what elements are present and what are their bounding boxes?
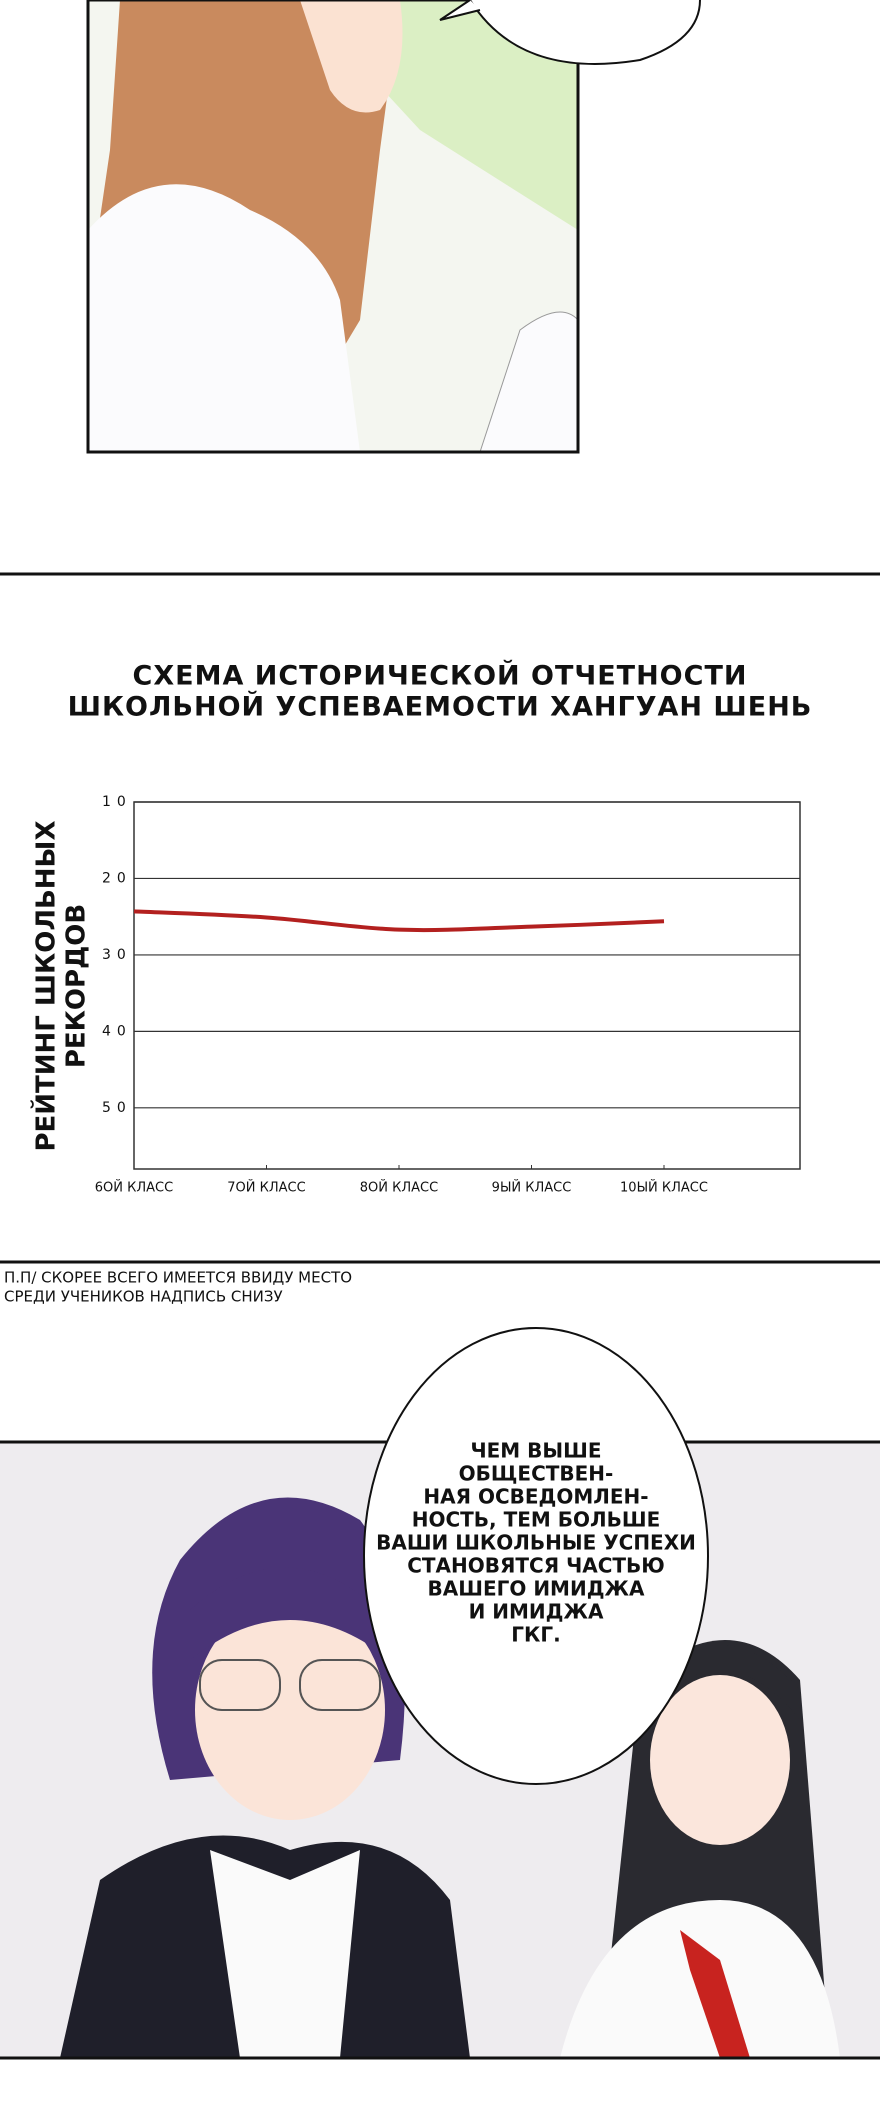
note: П.П/ СКОРЕЕ ВСЕГО ИМЕЕТСЯ ВВИДУ МЕСТО (4, 1269, 352, 1287)
chart-title: СХЕМА ИСТОРИЧЕСКОЙ ОТЧЕТНОСТИ (133, 660, 748, 692)
plot-area (133, 801, 801, 1170)
bubble-line: ЧЕМ ВЫШЕ (470, 1439, 601, 1463)
bubble-line: ГКГ. (511, 1623, 560, 1647)
x-tick-label: 8ОЙ КЛАСС (360, 1180, 438, 1196)
bottom-panel (0, 1442, 880, 2058)
y-axis-label: РЕЙТИНГ ШКОЛЬНЫХ РЕКОРДОВ (30, 820, 92, 1151)
y-label-line: РЕКОРДОВ (62, 904, 92, 1068)
bubble-line: СТАНОВЯТСЯ ЧАСТЬЮ (407, 1554, 665, 1578)
speech-bubble (363, 1327, 709, 1785)
y-tick-label: 50 (102, 1100, 132, 1116)
x-tick-label: 10ЫЙ КЛАСС (620, 1180, 708, 1196)
line (133, 909, 665, 933)
bubble-line: ВАШЕГО ИМИДЖА (428, 1577, 645, 1601)
note: СРЕДИ УЧЕНИКОВ НАДПИСЬ СНИЗУ (4, 1288, 283, 1306)
chart-title: ШКОЛЬНОЙ УСПЕВАЕМОСТИ ХАНГУАН ШЕНЬ (68, 691, 813, 723)
y-label-line: РЕЙТИНГ ШКОЛЬНЫХ (30, 820, 62, 1151)
bubble-line: И ИМИДЖА (469, 1600, 604, 1624)
top-panel (88, 0, 578, 452)
y-tick-label: 40 (102, 1023, 132, 1039)
x-tick-label: 7ОЙ КЛАСС (227, 1180, 305, 1196)
x-tick-label: 6ОЙ КЛАСС (95, 1180, 173, 1196)
bubble-line: НОСТЬ, ТЕМ БОЛЬШЕ (412, 1508, 661, 1532)
x-tick-label: 9ЫЙ КЛАСС (492, 1180, 572, 1196)
y-tick-label: 30 (102, 947, 132, 963)
y-tick-label: 10 (102, 794, 132, 810)
y-tick-label: 20 (102, 870, 132, 886)
bubble-line: ОБЩЕСТВЕН- (459, 1462, 614, 1486)
bubble-line: ВАШИ ШКОЛЬНЫЕ УСПЕХИ (376, 1531, 696, 1555)
chart: 10 20 30 40 50 6ОЙ КЛАСС 7ОЙ КЛАСС 8ОЙ КЛАСС 9ЫЙ… (95, 794, 801, 1196)
bubble-line: НАЯ ОСВЕДОМЛЕН- (423, 1485, 648, 1509)
